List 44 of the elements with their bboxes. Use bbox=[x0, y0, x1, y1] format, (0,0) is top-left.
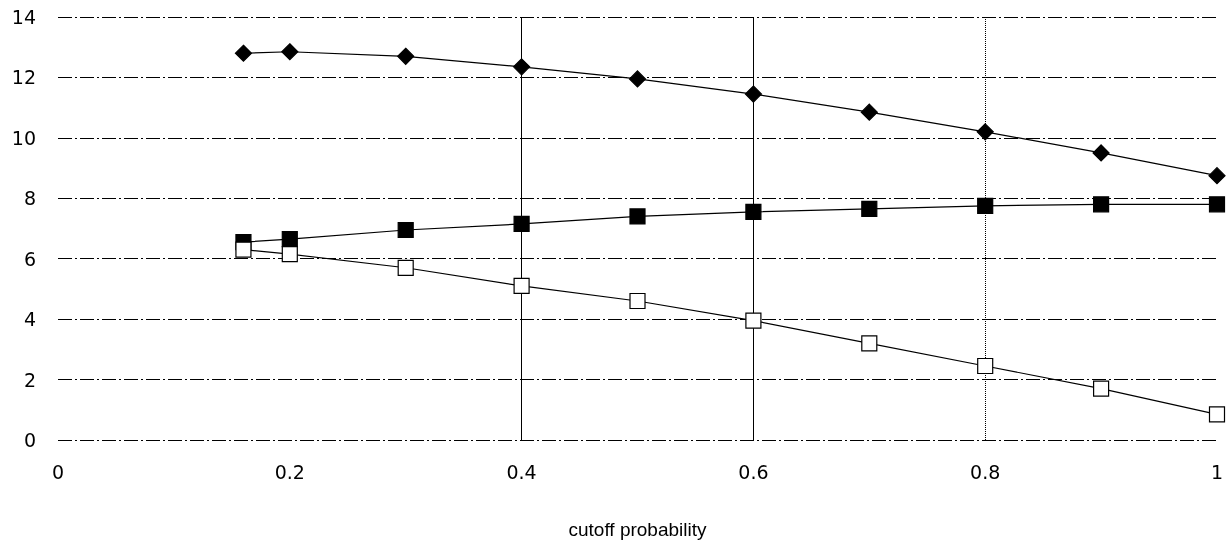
x-tick-label: 0.4 bbox=[506, 460, 537, 483]
point bbox=[745, 312, 762, 329]
y-tick-label: 14 bbox=[11, 6, 36, 28]
point bbox=[397, 259, 414, 276]
y-tick-label: 8 bbox=[23, 187, 36, 210]
point bbox=[1208, 406, 1226, 423]
y-tick-label: 2 bbox=[23, 368, 36, 391]
y-tick-label: 4 bbox=[23, 308, 36, 331]
y-tick-label: 10 bbox=[11, 126, 36, 149]
point bbox=[397, 47, 415, 65]
point bbox=[513, 215, 530, 233]
point bbox=[1208, 196, 1226, 213]
x-axis-title: cutoff probability bbox=[568, 519, 707, 540]
point bbox=[234, 44, 253, 62]
point bbox=[977, 357, 994, 375]
x-tick-label: 0.8 bbox=[970, 460, 1001, 483]
point bbox=[976, 123, 994, 141]
point bbox=[861, 200, 878, 217]
point bbox=[628, 70, 647, 88]
point bbox=[397, 221, 414, 239]
point bbox=[281, 246, 298, 263]
point bbox=[281, 43, 299, 61]
point bbox=[977, 197, 994, 214]
point bbox=[513, 277, 530, 295]
y-tick-label: 12 bbox=[11, 66, 36, 89]
x-tick-label: 1 bbox=[1210, 460, 1224, 483]
point bbox=[629, 208, 646, 225]
point bbox=[513, 58, 531, 76]
point bbox=[860, 103, 878, 121]
point bbox=[861, 335, 878, 352]
x-tick-label: 0 bbox=[51, 460, 65, 483]
point bbox=[745, 203, 762, 220]
point bbox=[1093, 380, 1110, 397]
y-tick-label: 0 bbox=[23, 429, 36, 451]
point bbox=[1092, 144, 1110, 162]
point bbox=[1093, 196, 1110, 213]
point bbox=[1208, 167, 1226, 185]
point bbox=[744, 85, 762, 103]
point bbox=[281, 230, 298, 248]
x-tick-label: 0.2 bbox=[274, 460, 305, 483]
x-tick-label: 0.6 bbox=[738, 460, 769, 483]
point bbox=[235, 241, 252, 258]
y-tick-label: 6 bbox=[23, 247, 36, 270]
point bbox=[629, 292, 646, 310]
